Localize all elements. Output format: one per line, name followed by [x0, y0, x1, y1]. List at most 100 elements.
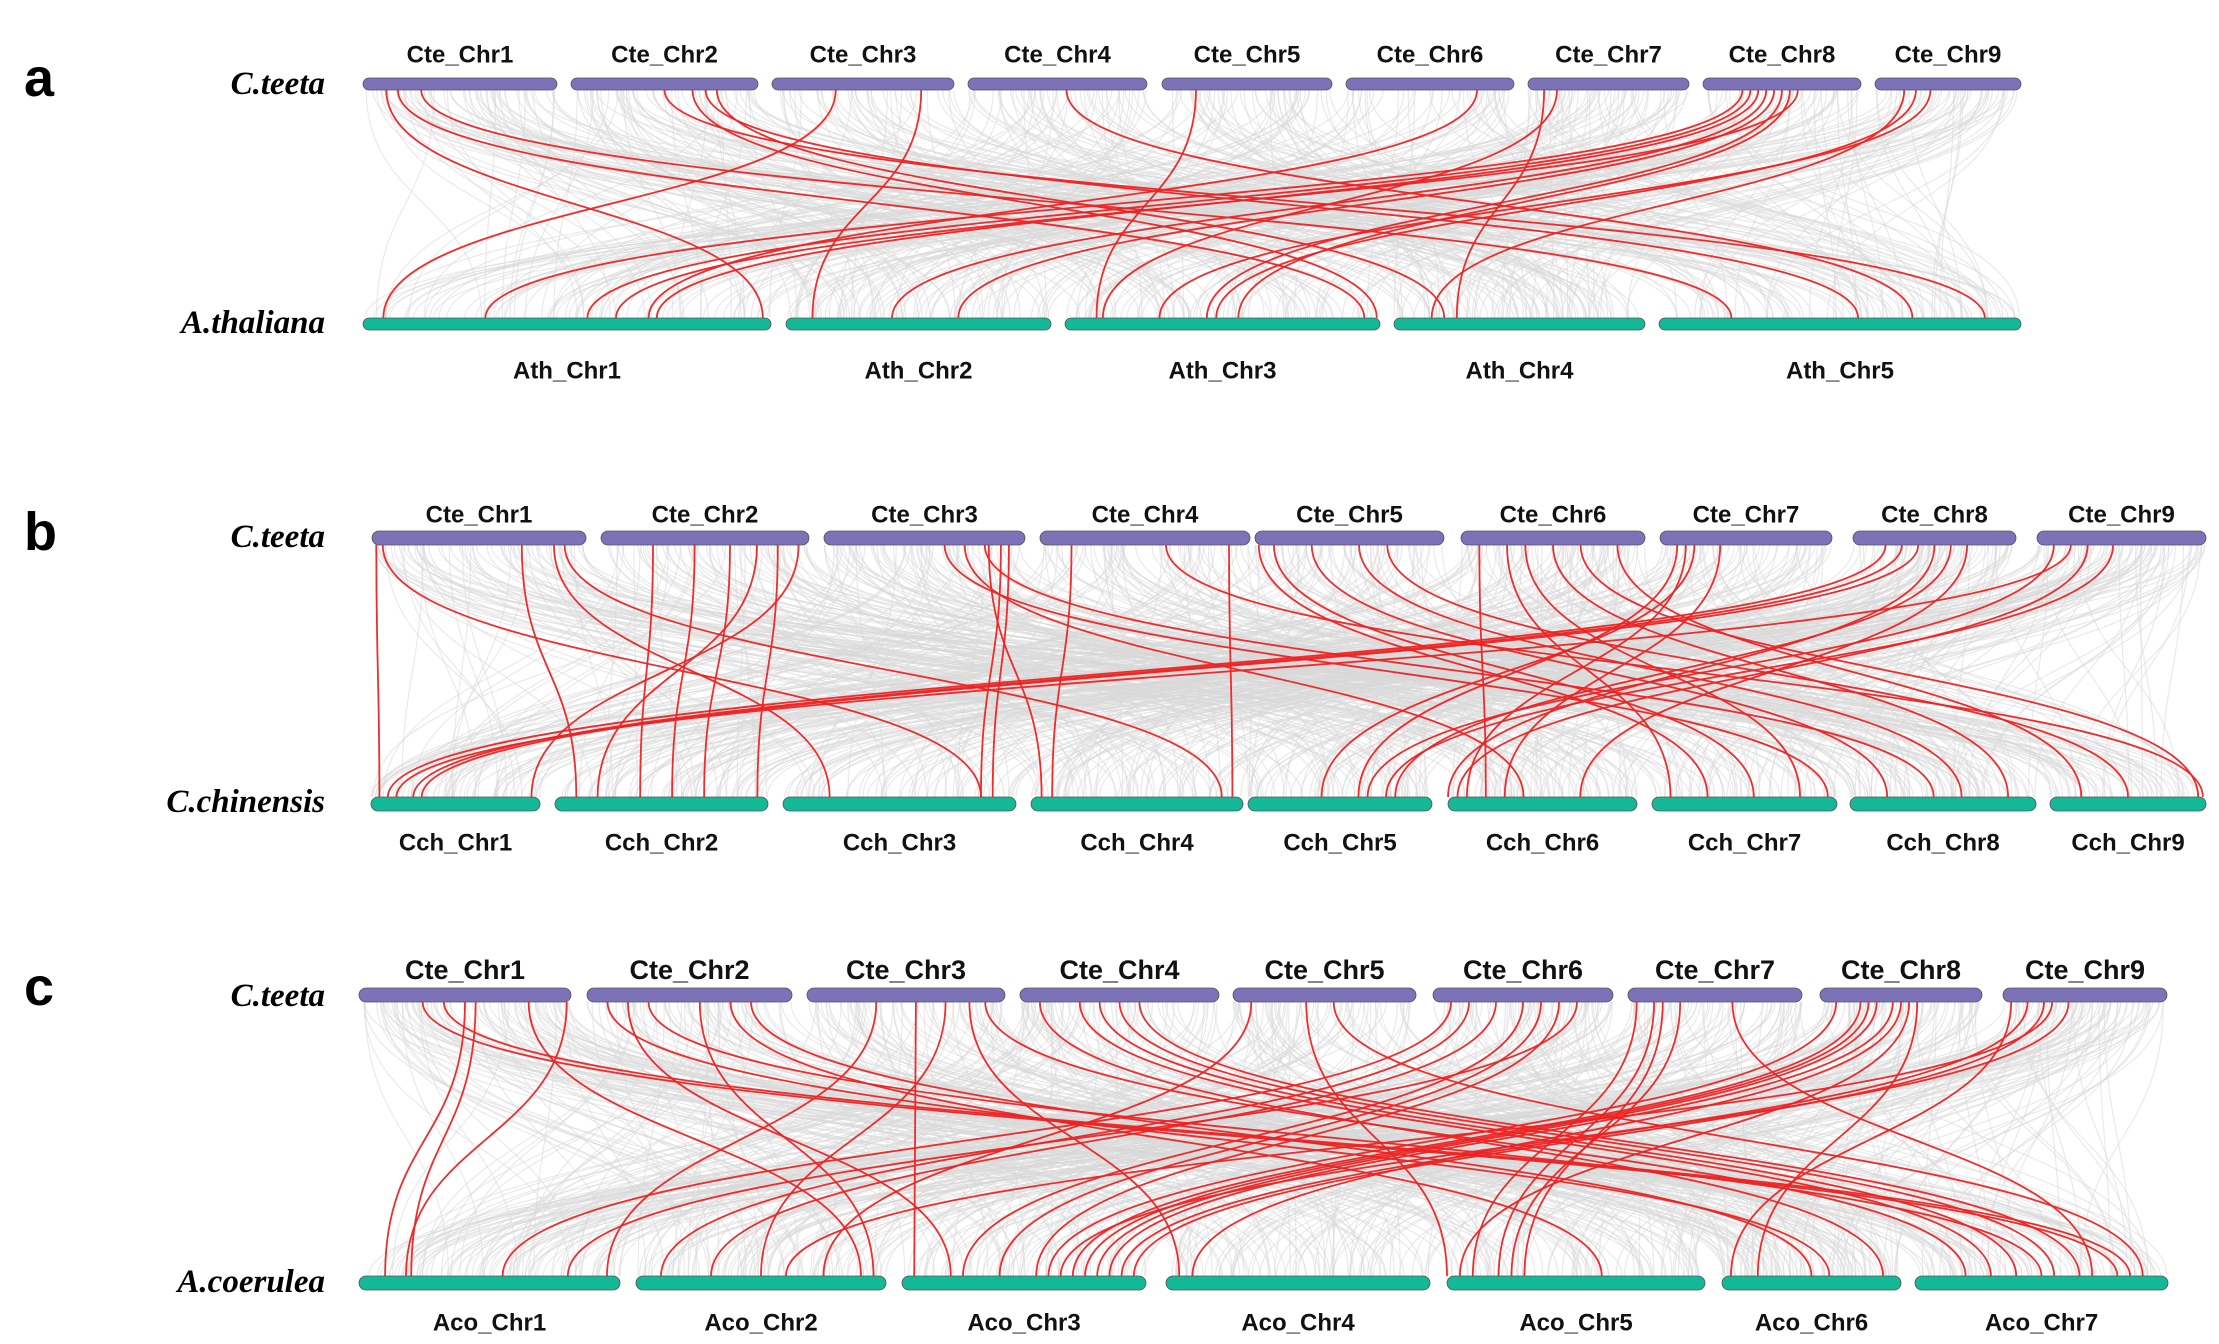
- highlight-link: [1731, 1001, 2093, 1277]
- syntenic-link: [620, 89, 903, 319]
- bottom-chromosome-bar: [1064, 317, 1381, 331]
- syntenic-link: [1044, 544, 1165, 798]
- syntenic-link: [794, 89, 856, 319]
- panel-b-top-species: C.teeta: [231, 519, 325, 555]
- syntenic-link: [1402, 1001, 1635, 1277]
- syntenic-link: [867, 89, 1101, 319]
- highlight-link: [980, 544, 1002, 798]
- syntenic-link: [847, 1001, 1061, 1277]
- syntenic-link: [874, 1001, 903, 1277]
- bottom-chromosome-bar: [1393, 317, 1646, 331]
- syntenic-link: [634, 544, 1956, 798]
- syntenic-link: [1753, 544, 2112, 798]
- highlight-link: [1471, 1001, 1638, 1277]
- syntenic-link: [380, 1001, 1059, 1277]
- bottom-chromosome-label: Cch_Chr1: [399, 829, 512, 856]
- syntenic-link: [1145, 544, 1703, 798]
- bottom-chromosome-label: Ath_Chr5: [1786, 357, 1894, 384]
- highlight-link: [647, 89, 1478, 319]
- syntenic-link: [530, 544, 1524, 798]
- syntenic-link: [422, 544, 1045, 798]
- syntenic-link: [1487, 544, 1564, 798]
- highlight-link: [1084, 1001, 1870, 1277]
- highlight-link: [421, 1001, 2119, 1277]
- syntenic-link: [2103, 1001, 2132, 1277]
- syntenic-link: [580, 1001, 864, 1277]
- highlight-link: [1158, 89, 1932, 319]
- syntenic-link: [664, 1001, 1652, 1277]
- syntenic-link: [1603, 89, 1904, 319]
- top-chromosome-bar: [358, 987, 572, 1003]
- bottom-chromosome-label: Aco_Chr6: [1755, 1309, 1868, 1336]
- syntenic-link: [516, 89, 1271, 319]
- syntenic-link: [1118, 89, 1509, 319]
- syntenic-link: [903, 544, 2087, 798]
- top-chromosome-label: Cte_Chr4: [1059, 955, 1179, 985]
- highlight-link: [639, 544, 654, 798]
- syntenic-link: [411, 544, 625, 798]
- highlight-link: [647, 1001, 2043, 1277]
- syntenic-link: [484, 89, 1462, 319]
- syntenic-link: [613, 544, 1431, 798]
- highlight-link: [660, 1001, 1470, 1277]
- bottom-chromosome-label: Cch_Chr5: [1283, 829, 1396, 856]
- top-chromosome-label: Cte_Chr3: [846, 955, 966, 985]
- syntenic-link: [965, 1001, 1656, 1277]
- syntenic-link: [488, 89, 1888, 319]
- syntenic-link: [1509, 89, 1560, 319]
- highlight-link: [1524, 544, 1801, 798]
- syntenic-link: [743, 544, 1679, 798]
- syntenic-link: [1132, 544, 1295, 798]
- top-chromosome-label: Cte_Chr8: [1729, 41, 1836, 68]
- bottom-chromosome-label: Aco_Chr5: [1519, 1309, 1632, 1336]
- highlight-link: [1616, 544, 2083, 798]
- syntenic-link: [1396, 544, 2198, 798]
- syntenic-link: [1198, 544, 2035, 798]
- syntenic-link: [1076, 89, 1744, 319]
- syntenic-link: [1516, 544, 2203, 798]
- bottom-chromosome-label: Ath_Chr1: [513, 357, 621, 384]
- panel-a-label: a: [24, 48, 55, 108]
- syntenic-link: [1366, 89, 1399, 319]
- syntenic-link: [840, 1001, 1925, 1277]
- highlight-link: [1215, 89, 1917, 319]
- syntenic-link: [386, 89, 585, 319]
- syntenic-link: [1875, 89, 1949, 319]
- highlight-link: [1120, 1001, 2029, 1277]
- syntenic-link: [826, 1001, 1060, 1277]
- highlight-link: [563, 544, 1223, 798]
- top-chromosome-bar: [823, 530, 1026, 546]
- syntenic-link: [498, 89, 709, 319]
- syntenic-link: [1217, 89, 1495, 319]
- syntenic-link: [755, 544, 776, 798]
- bottom-chromosome-bar: [901, 1275, 1147, 1291]
- syntenic-link: [672, 544, 961, 798]
- syntenic-link: [725, 89, 907, 319]
- syntenic-link: [1424, 1001, 2091, 1277]
- highlight-link: [1320, 544, 1696, 798]
- top-chromosome-label: Cte_Chr2: [611, 41, 718, 68]
- syntenic-link: [817, 1001, 1199, 1277]
- syntenic-link: [1028, 89, 1987, 319]
- syntenic-link: [1594, 1001, 1972, 1277]
- highlight-link: [1503, 544, 1722, 798]
- panel-c: c C.teeta A.coerulea Cte_Chr1 Cte_Chr2 Cte…: [24, 955, 2169, 1336]
- syntenic-link: [693, 1001, 894, 1277]
- syntenic-link: [552, 89, 1430, 319]
- top-chromosome-bar: [362, 77, 558, 91]
- syntenic-link: [408, 89, 610, 319]
- syntenic-link: [406, 1001, 804, 1277]
- highlight-link: [1358, 544, 1963, 798]
- syntenic-link: [1171, 1001, 2115, 1277]
- syntenic-link: [558, 544, 1079, 798]
- syntenic-link: [856, 1001, 1147, 1277]
- syntenic-link: [724, 1001, 1286, 1277]
- highlight-link: [412, 544, 1903, 798]
- bottom-chromosome-label: Cch_Chr6: [1486, 829, 1599, 856]
- syntenic-link: [416, 1001, 1077, 1277]
- syntenic-link: [528, 544, 727, 798]
- syntenic-link: [1726, 544, 2071, 798]
- top-chromosome-bar: [1460, 530, 1646, 546]
- syntenic-link: [768, 1001, 1315, 1277]
